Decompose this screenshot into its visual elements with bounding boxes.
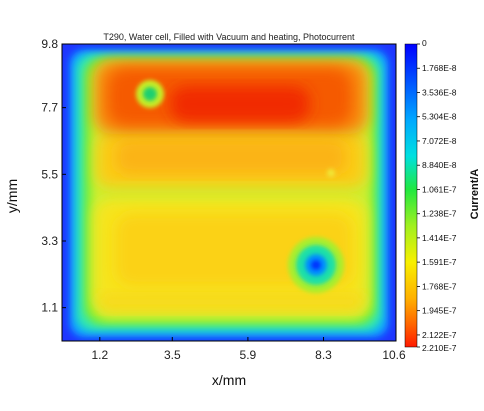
colorbar-tick-label: 1.768E-7 (422, 281, 457, 291)
colorbar-tick-label: 2.210E-7 (422, 343, 457, 353)
heatmap-lower-band-bottom (98, 292, 364, 312)
colorbar-tick-label: 2.122E-7 (422, 330, 457, 340)
y-tick-label: 9.8 (41, 37, 58, 51)
colorbar-tick-label: 1.238E-7 (422, 209, 457, 219)
y-tick-label: 1.1 (41, 301, 58, 315)
y-tick-label: 5.5 (41, 167, 58, 181)
x-tick-label: 8.3 (315, 348, 332, 362)
colorbar (404, 43, 418, 348)
heatmap-low-spot-2-core (311, 260, 321, 270)
x-tick-label: 5.9 (240, 348, 257, 362)
x-axis-ticks: 1.2 3.5 5.9 8.3 10.6 (91, 337, 406, 362)
x-tick-label: 3.5 (164, 348, 181, 362)
x-tick-label: 10.6 (382, 348, 406, 362)
colorbar-tick-label: 1.591E-7 (422, 257, 457, 267)
colorbar-tick-label: 7.072E-8 (422, 136, 457, 146)
heatmap-minor-dip (327, 169, 335, 177)
heatmap-middle-band-inner (116, 140, 346, 174)
y-tick-label: 7.7 (41, 101, 58, 115)
y-axis-ticks: 9.8 7.7 5.5 3.3 1.1 (41, 37, 66, 315)
colorbar-ticks: 0 1.768E-8 3.536E-8 5.304E-8 7.072E-8 8.840E-… (417, 38, 457, 353)
colorbar-label: Current/A (469, 169, 481, 220)
colorbar-tick-label: 1.061E-7 (422, 184, 457, 194)
colorbar-tick-label: 5.304E-8 (422, 112, 457, 122)
colorbar-tick-label: 1.945E-7 (422, 306, 457, 316)
y-tick-label: 3.3 (41, 234, 58, 248)
x-tick-label: 1.2 (91, 348, 108, 362)
colorbar-tick-label: 1.768E-8 (422, 63, 457, 73)
colorbar-tick-label: 0 (422, 38, 427, 48)
colorbar-tick-label: 3.536E-8 (422, 87, 457, 97)
heatmap-plot-area (62, 44, 396, 341)
colorbar-tick-label: 8.840E-8 (422, 160, 457, 170)
chart-title: T290, Water cell, Filled with Vacuum and… (103, 32, 355, 42)
colorbar-tick-label: 1.414E-7 (422, 233, 457, 243)
plot-frame (61, 43, 397, 342)
y-axis-label: y/mm (4, 179, 20, 213)
heatmap-low-spot-1 (143, 87, 157, 101)
x-axis-label: x/mm (212, 372, 246, 388)
heatmap-upper-band-hot (170, 86, 310, 122)
